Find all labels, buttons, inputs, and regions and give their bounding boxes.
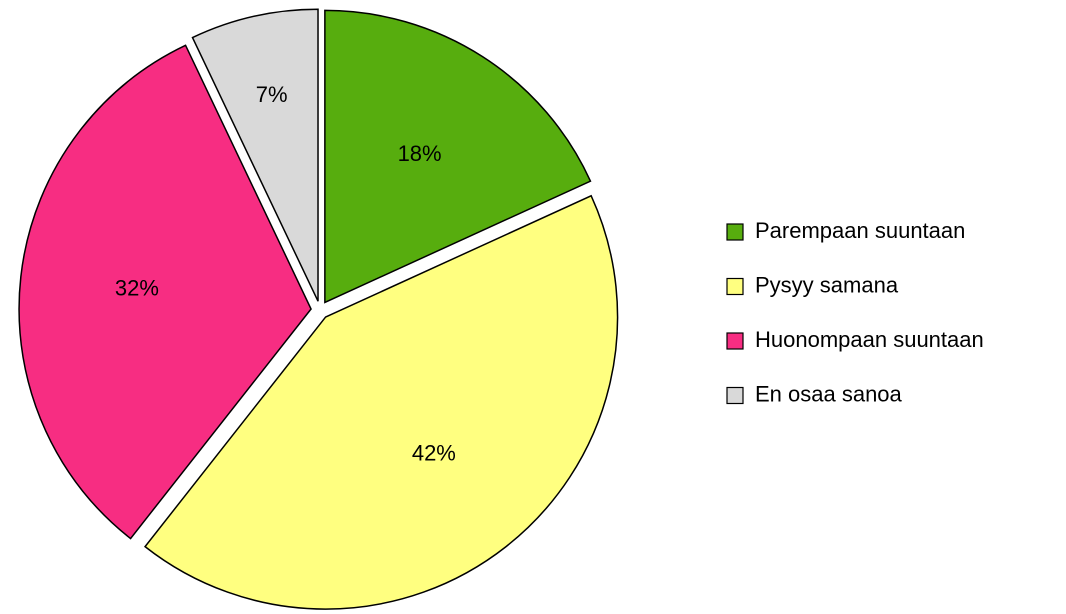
- pie-slice: [144, 194, 619, 610]
- pie-slice: [191, 8, 319, 302]
- data-label: 18%: [398, 141, 442, 166]
- legend-swatch: [726, 386, 744, 405]
- pie-slice: [324, 9, 592, 304]
- data-label: 42%: [412, 441, 456, 466]
- legend-label: En osaa sanoa: [755, 381, 903, 406]
- legend-label: Pysyy samana: [755, 272, 899, 297]
- pie-slice: [18, 44, 312, 540]
- legend-swatch: [726, 277, 744, 296]
- legend-label: Parempaan suuntaan: [755, 218, 965, 243]
- legend-swatch: [726, 332, 744, 350]
- data-label: 32%: [115, 275, 159, 300]
- legend-label: Huonompaan suuntaan: [755, 327, 984, 352]
- data-label: 7%: [256, 82, 288, 107]
- legend-swatch: [726, 223, 744, 241]
